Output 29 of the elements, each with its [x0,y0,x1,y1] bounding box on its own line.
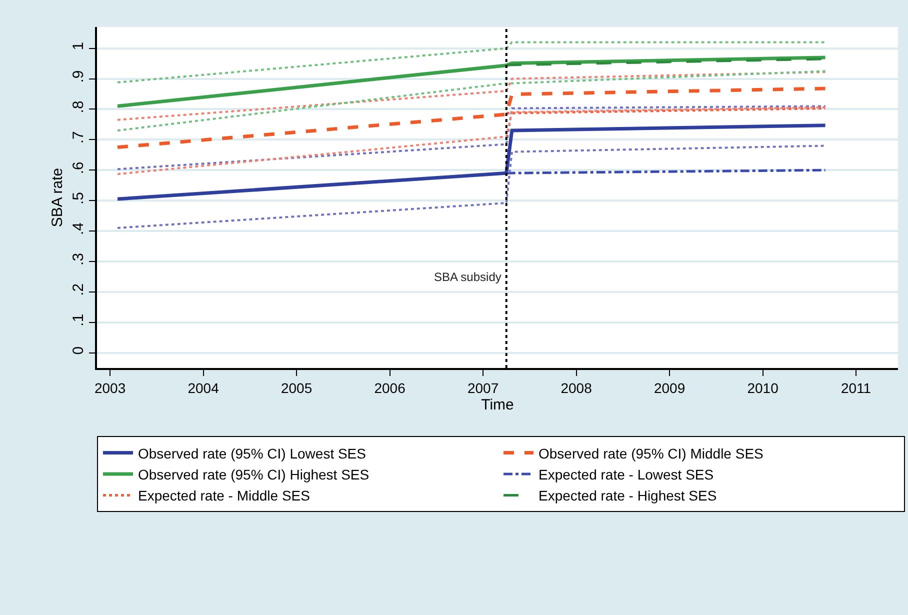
legend-label: Observed rate (95% CI) Lowest SES [138,445,366,462]
x-tick-label: 2007 [467,380,499,396]
y-axis-title: SBA rate [48,168,66,228]
y-tick-label: 1 [70,42,87,50]
x-tick-label: 2008 [560,380,592,396]
x-axis-title: Time [481,396,514,414]
x-tick-label: 2009 [654,380,686,396]
legend-label: Expected rate - Highest SES [538,488,717,504]
y-tick-label: .8 [70,100,87,114]
legend-label: Expected rate - Middle SES [138,488,310,504]
y-tick-label: 0 [70,346,87,355]
y-tick-label: .5 [70,192,87,205]
x-tick-label: 2006 [374,380,406,396]
y-tick-label: .3 [70,252,87,266]
y-tick-label: .6 [70,162,87,174]
x-tick-label: 2004 [188,380,220,396]
y-tick-label: .1 [70,314,87,326]
y-tick-label: .4 [70,222,87,235]
x-tick-label: 2010 [747,380,779,396]
x-tick-label: 2011 [840,380,872,396]
y-tick-label: .7 [70,131,87,144]
x-tick-label: 2003 [94,380,126,396]
y-tick-label: .9 [70,70,87,83]
legend-label: Observed rate (95% CI) Middle SES [538,445,764,462]
x-tick-label: 2005 [280,380,312,396]
legend-label: Observed rate (95% CI) Highest SES [138,466,370,482]
y-tick-label: .2 [70,283,87,296]
legend-label: Expected rate - Lowest SES [538,466,714,482]
ref-line-label: SBA subsidy [434,270,502,284]
